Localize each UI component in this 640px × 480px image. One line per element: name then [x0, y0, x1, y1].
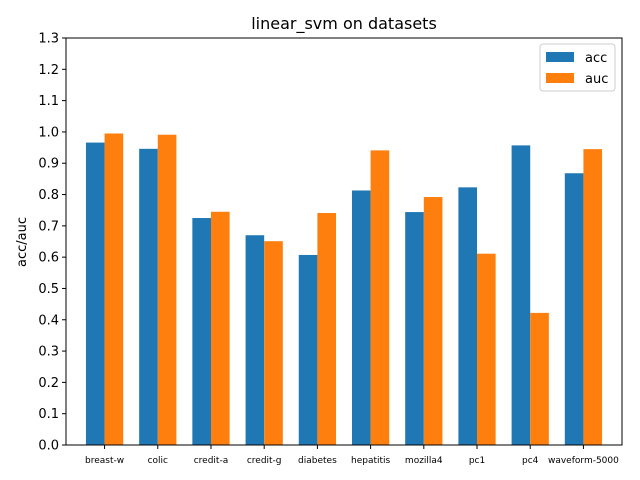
bar-auc-mozilla4 — [423, 197, 443, 445]
y-tick-label: 1.1 — [38, 94, 59, 109]
y-tick-label: 0.6 — [38, 251, 59, 266]
bar-auc-diabetes — [317, 213, 337, 445]
bars-layer — [85, 133, 603, 446]
legend-swatch-auc — [546, 73, 574, 83]
y-tick-label: 1.2 — [38, 63, 59, 78]
bar-auc-colic — [157, 134, 177, 446]
plot-frame — [65, 37, 623, 446]
x-tick-label-diabetes: diabetes — [298, 456, 337, 466]
x-tick-label-credit-a: credit-a — [194, 456, 229, 466]
y-axis-label: acc/auc — [15, 217, 30, 267]
bar-auc-pc1 — [477, 253, 496, 445]
y-tick-label: 1.3 — [38, 32, 59, 47]
x-tick-label-waveform-5000: waveform-5000 — [548, 456, 619, 466]
y-tick-label: 0.0 — [38, 439, 59, 454]
bar-acc-breast-w — [85, 142, 105, 445]
bar-acc-diabetes — [298, 254, 318, 445]
bar-auc-hepatitis — [370, 150, 390, 445]
x-tick-label-breast-w: breast-w — [85, 456, 124, 466]
y-tick-label: 0.8 — [38, 188, 59, 203]
x-tick-label-colic: colic — [148, 456, 168, 466]
y-axis: 0.0 0.1 0.2 0.3 0.4 0.5 0.6 0.7 0.8 0.9 1.0 1.1 1.2 1… — [38, 32, 66, 454]
chart-title: linear_svm on datasets — [251, 14, 437, 34]
bar-acc-pc4 — [511, 145, 531, 445]
legend-swatch-acc — [546, 52, 574, 62]
x-tick-label-mozilla4: mozilla4 — [405, 456, 443, 466]
bar-auc-waveform-5000 — [583, 149, 603, 445]
y-tick-label: 0.7 — [38, 219, 59, 234]
bar-auc-pc4 — [530, 312, 549, 445]
y-tick-label: 1.0 — [38, 125, 59, 140]
bar-acc-hepatitis — [351, 190, 371, 445]
y-tick-label: 0.4 — [38, 313, 59, 328]
y-tick-label: 0.1 — [38, 407, 59, 422]
bar-acc-credit-g — [245, 235, 265, 445]
bar-acc-pc1 — [458, 187, 478, 445]
bar-auc-credit-a — [210, 211, 230, 445]
bar-auc-breast-w — [104, 133, 124, 446]
x-axis: breast-w colic credit-a credit-g diabetes hep… — [85, 445, 619, 466]
x-tick-label-pc1: pc1 — [469, 456, 485, 466]
bar-acc-mozilla4 — [405, 212, 424, 445]
x-tick-label-credit-g: credit-g — [247, 456, 282, 466]
bar-acc-waveform-5000 — [564, 173, 584, 445]
bar-auc-credit-g — [264, 241, 283, 445]
y-tick-label: 0.9 — [38, 157, 59, 172]
legend-label-acc: acc — [585, 51, 607, 66]
y-tick-label: 0.3 — [38, 345, 59, 360]
legend-label-auc: auc — [585, 72, 608, 87]
bar-acc-credit-a — [192, 218, 211, 445]
y-tick-label: 0.2 — [38, 376, 59, 391]
legend: acc auc — [539, 43, 616, 92]
x-tick-label-pc4: pc4 — [522, 456, 539, 466]
bar-acc-colic — [139, 148, 158, 445]
x-tick-label-hepatitis: hepatitis — [351, 456, 391, 466]
y-tick-label: 0.5 — [38, 282, 59, 297]
